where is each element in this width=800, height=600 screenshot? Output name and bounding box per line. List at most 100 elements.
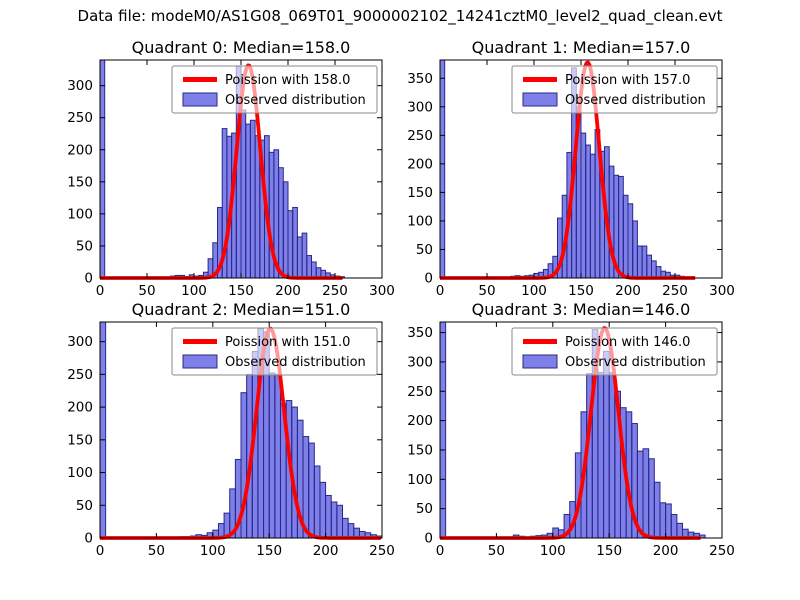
legend-label-observed: Observed distribution xyxy=(565,93,706,108)
axis-ticks: 0 50 100 150 200 250 0 50 100 150 200 250 300 xyxy=(67,322,395,559)
axis-ticks: 0 50 100 150 200 250 300 0 50 100 150 200 250 300 350 xyxy=(407,60,735,299)
histogram-bar xyxy=(342,517,349,539)
histogram-bar xyxy=(676,522,684,539)
histogram-bar xyxy=(580,132,587,279)
x-tick-label: 50 xyxy=(478,283,495,299)
x-tick-label: 150 xyxy=(568,283,594,299)
histogram-bar xyxy=(651,260,657,279)
x-tick-label: 300 xyxy=(369,283,395,299)
legend-label-poisson: Poission with 158.0 xyxy=(225,73,350,88)
legend-patch-swatch xyxy=(522,92,558,107)
legend-label-poisson: Poission with 146.0 xyxy=(565,335,690,350)
legend-box xyxy=(171,65,378,114)
histogram-bar xyxy=(254,135,261,279)
y-tick-label: 50 xyxy=(76,238,93,254)
y-tick-label: 100 xyxy=(407,472,433,488)
legend-label-poisson: Poission with 157.0 xyxy=(565,73,690,88)
x-tick-label: 250 xyxy=(322,283,348,299)
histogram-bar xyxy=(268,372,276,539)
y-tick-label: 150 xyxy=(67,174,93,190)
legend-label-observed: Observed distribution xyxy=(225,355,366,370)
legend-patch-swatch xyxy=(522,354,558,369)
legend: Poission with 158.0 Observed distribution xyxy=(171,65,378,114)
histogram-bar xyxy=(336,504,344,539)
y-tick-label: 200 xyxy=(407,156,433,172)
y-tick-label: 100 xyxy=(67,206,93,222)
axes-frame xyxy=(99,321,383,539)
histogram-bar xyxy=(585,144,591,279)
y-tick-label: 100 xyxy=(407,213,433,229)
subplot-title: Quadrant 1: Median=157.0 xyxy=(472,38,691,57)
x-tick-label: 0 xyxy=(96,543,105,559)
histogram-bar xyxy=(274,373,281,539)
histogram-bar xyxy=(249,119,256,279)
histogram-bar xyxy=(306,255,312,279)
y-tick-label: 150 xyxy=(407,185,433,201)
x-tick-label: 250 xyxy=(369,543,395,559)
x-tick-label: 250 xyxy=(662,283,688,299)
histogram-bar xyxy=(245,123,251,279)
histogram-bar xyxy=(287,210,294,279)
histogram-bar xyxy=(99,59,106,279)
histogram-bar xyxy=(347,523,355,539)
y-tick-label: 0 xyxy=(424,531,433,547)
x-tick-label: 200 xyxy=(313,543,339,559)
y-tick-label: 150 xyxy=(407,442,433,458)
legend-label-observed: Observed distribution xyxy=(225,93,366,108)
histogram-bar xyxy=(603,350,610,539)
histogram-bar xyxy=(439,59,446,279)
histogram-bar xyxy=(670,514,678,539)
quadrant-0-plot: 0 50 100 150 200 250 300 0 50 100 150 200 250 300 Quad… xyxy=(67,38,395,299)
y-tick-label: 150 xyxy=(67,432,93,448)
y-tick-label: 200 xyxy=(407,413,433,429)
subplot-title: Quadrant 2: Median=151.0 xyxy=(132,300,351,319)
histogram-bar xyxy=(439,321,447,539)
y-tick-label: 300 xyxy=(407,354,433,370)
y-tick-label: 250 xyxy=(67,367,93,383)
histogram-bar xyxy=(653,481,661,539)
figure-title: Data file: modeM0/AS1G08_069T01_90000021… xyxy=(77,7,723,25)
legend: Poission with 146.0 Observed distribution xyxy=(511,327,718,376)
histogram-bar xyxy=(313,465,321,539)
y-tick-label: 100 xyxy=(67,465,93,481)
x-tick-label: 0 xyxy=(96,283,105,299)
y-tick-label: 50 xyxy=(416,242,433,258)
x-tick-label: 200 xyxy=(615,283,641,299)
y-tick-label: 50 xyxy=(76,498,93,514)
legend: Poission with 151.0 Observed distribution xyxy=(171,327,378,376)
y-tick-label: 250 xyxy=(67,110,93,126)
x-tick-label: 200 xyxy=(275,283,301,299)
legend-patch-swatch xyxy=(182,354,218,369)
x-tick-label: 50 xyxy=(148,543,165,559)
axis-ticks: 0 50 100 150 200 250 0 50 100 150 200 250 300 350 xyxy=(407,322,735,559)
y-tick-label: 200 xyxy=(67,142,93,158)
histogram-bar xyxy=(325,494,332,539)
subplot-title: Quadrant 3: Median=146.0 xyxy=(472,300,691,319)
histogram-bar xyxy=(296,236,303,279)
axes-frame xyxy=(439,321,723,539)
histogram-bar xyxy=(632,220,638,279)
histogram-bar xyxy=(589,153,596,279)
y-tick-label: 350 xyxy=(407,325,433,341)
histogram-bar xyxy=(641,245,648,279)
histogram-bar xyxy=(319,481,327,539)
histogram-bar xyxy=(622,194,629,279)
x-tick-label: 100 xyxy=(521,283,547,299)
legend-box xyxy=(511,327,718,376)
histogram-bar xyxy=(648,458,655,539)
y-tick-label: 300 xyxy=(67,78,93,94)
y-tick-label: 0 xyxy=(84,271,93,287)
histogram-bar xyxy=(659,502,667,539)
quadrant-3-plot: 0 50 100 150 200 250 0 50 100 150 200 250 300 350 Quad… xyxy=(407,300,735,559)
x-tick-label: 150 xyxy=(596,543,622,559)
subplot-title: Quadrant 0: Median=158.0 xyxy=(132,38,351,57)
y-tick-label: 250 xyxy=(407,128,433,144)
x-tick-label: 50 xyxy=(138,283,155,299)
x-tick-label: 0 xyxy=(436,543,445,559)
y-tick-label: 350 xyxy=(407,71,433,87)
histogram-bar xyxy=(240,109,247,279)
histogram-bar xyxy=(665,503,672,539)
legend-box xyxy=(511,65,718,114)
